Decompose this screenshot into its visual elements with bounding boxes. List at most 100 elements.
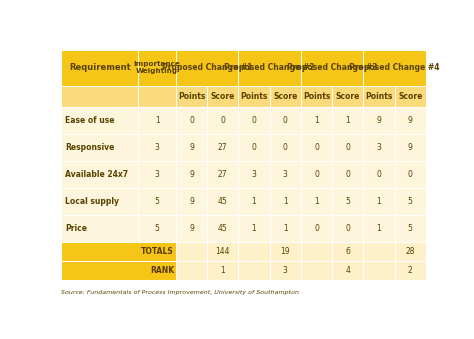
Text: 0: 0 (283, 143, 288, 152)
Bar (238, 50, 301, 86)
Text: 2: 2 (408, 266, 413, 275)
Text: Proposed Change #1: Proposed Change #1 (162, 63, 252, 73)
Text: Local supply: Local supply (65, 197, 119, 206)
Bar (238, 215, 270, 242)
Text: 45: 45 (218, 197, 228, 206)
Bar (395, 86, 426, 107)
Bar (301, 50, 364, 86)
Text: 5: 5 (155, 224, 160, 233)
Text: 27: 27 (218, 170, 228, 179)
Bar (61, 134, 138, 161)
Bar (61, 188, 138, 215)
Text: 5: 5 (155, 197, 160, 206)
Bar (332, 86, 364, 107)
Bar (176, 261, 207, 280)
Text: Available 24x7: Available 24x7 (65, 170, 128, 179)
Text: 3: 3 (155, 143, 160, 152)
Bar (61, 242, 176, 261)
Text: 1: 1 (220, 266, 225, 275)
Bar (395, 261, 426, 280)
Bar (270, 107, 301, 134)
Text: 5: 5 (408, 224, 413, 233)
Text: Requirement: Requirement (69, 63, 130, 73)
Text: 1: 1 (283, 197, 288, 206)
Bar (270, 134, 301, 161)
Text: 4: 4 (346, 266, 350, 275)
Bar (238, 86, 270, 107)
Text: 144: 144 (216, 247, 230, 256)
Text: 1: 1 (252, 197, 256, 206)
Text: Points: Points (178, 92, 205, 101)
Text: 0: 0 (376, 170, 382, 179)
Text: 3: 3 (283, 266, 288, 275)
Text: 0: 0 (346, 170, 350, 179)
Text: 6: 6 (346, 247, 350, 256)
Text: 1: 1 (155, 116, 159, 125)
Text: TOTALS: TOTALS (141, 247, 174, 256)
Bar (270, 261, 301, 280)
Text: 9: 9 (189, 224, 194, 233)
Bar (395, 188, 426, 215)
Bar (364, 161, 395, 188)
Text: Source: Fundamentals of Process Improvement, University of Southampton: Source: Fundamentals of Process Improvem… (61, 290, 299, 295)
Text: Score: Score (398, 92, 422, 101)
Bar (332, 242, 364, 261)
Bar (61, 50, 138, 86)
Text: 9: 9 (189, 143, 194, 152)
Bar (364, 261, 395, 280)
Bar (176, 161, 207, 188)
Bar (138, 86, 176, 107)
Bar (332, 215, 364, 242)
Bar (61, 86, 138, 107)
Bar (301, 215, 332, 242)
Text: Proposed Change #3: Proposed Change #3 (287, 63, 377, 73)
Bar (395, 134, 426, 161)
Text: 3: 3 (252, 170, 256, 179)
Bar (176, 107, 207, 134)
Bar (207, 161, 238, 188)
Bar (207, 215, 238, 242)
Text: 0: 0 (346, 143, 350, 152)
Text: 3: 3 (155, 170, 160, 179)
Bar (270, 242, 301, 261)
Text: 1: 1 (314, 197, 319, 206)
Text: 0: 0 (189, 116, 194, 125)
Text: 9: 9 (189, 197, 194, 206)
Text: 45: 45 (218, 224, 228, 233)
Bar (138, 188, 176, 215)
Bar (238, 261, 270, 280)
Text: 0: 0 (346, 224, 350, 233)
Text: 19: 19 (281, 247, 290, 256)
Bar (238, 242, 270, 261)
Text: Responsive: Responsive (65, 143, 115, 152)
Bar (270, 188, 301, 215)
Bar (176, 50, 238, 86)
Bar (395, 242, 426, 261)
Text: 1: 1 (346, 116, 350, 125)
Bar (364, 86, 395, 107)
Text: Importance
Weighting: Importance Weighting (134, 61, 181, 75)
Bar (301, 86, 332, 107)
Bar (138, 215, 176, 242)
Bar (138, 50, 176, 86)
Text: 0: 0 (252, 143, 256, 152)
Text: Ease of use: Ease of use (65, 116, 115, 125)
Text: 9: 9 (376, 116, 382, 125)
Text: 0: 0 (220, 116, 225, 125)
Bar (364, 134, 395, 161)
Bar (207, 261, 238, 280)
Bar (61, 107, 138, 134)
Text: 5: 5 (346, 197, 350, 206)
Bar (270, 86, 301, 107)
Bar (207, 107, 238, 134)
Text: 9: 9 (408, 143, 413, 152)
Bar (332, 107, 364, 134)
Text: 3: 3 (376, 143, 382, 152)
Bar (364, 215, 395, 242)
Bar (238, 161, 270, 188)
Text: Price: Price (65, 224, 88, 233)
Text: 1: 1 (314, 116, 319, 125)
Bar (176, 242, 207, 261)
Bar (301, 134, 332, 161)
Text: Score: Score (273, 92, 298, 101)
